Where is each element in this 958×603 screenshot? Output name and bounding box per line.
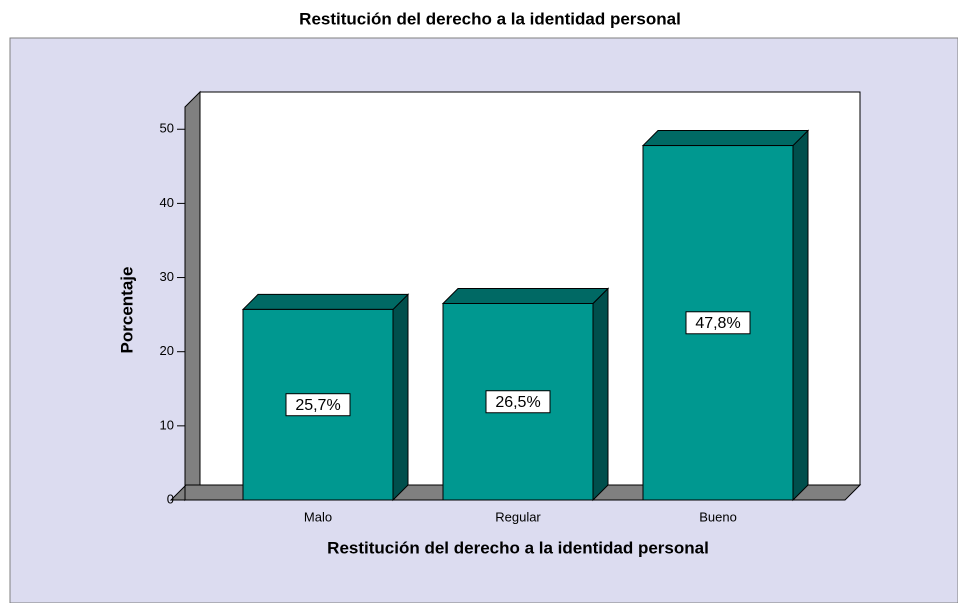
value-label: 26,5% xyxy=(495,394,540,411)
value-label-box xyxy=(685,311,751,335)
value-label-box xyxy=(285,393,351,417)
x-axis-label: Restitución del derecho a la identidad p… xyxy=(327,538,709,557)
value-label: 47,8% xyxy=(695,315,740,332)
left-wall xyxy=(184,90,201,502)
x-tick-label: Bueno xyxy=(699,509,737,524)
y-tick-label: 50 xyxy=(160,121,174,136)
bar-side xyxy=(392,293,409,502)
value-label-box xyxy=(485,390,551,414)
bar-side xyxy=(592,287,609,502)
y-tick-label: 10 xyxy=(160,417,174,432)
y-tick-label: 30 xyxy=(160,269,174,284)
x-tick-label: Regular xyxy=(495,509,541,524)
y-tick-label: 20 xyxy=(160,343,174,358)
bar-side xyxy=(792,129,809,502)
y-tick-label: 40 xyxy=(160,195,174,210)
bar-top xyxy=(441,288,610,304)
y-axis-label: Porcentaje xyxy=(117,267,136,354)
bar-top xyxy=(241,293,410,310)
value-label: 25,7% xyxy=(295,397,340,414)
x-tick-label: Malo xyxy=(304,509,332,524)
y-tick-label: 0 xyxy=(167,491,174,506)
chart-title: Restitución del derecho a la identidad p… xyxy=(299,9,681,28)
bar-top xyxy=(641,130,810,147)
